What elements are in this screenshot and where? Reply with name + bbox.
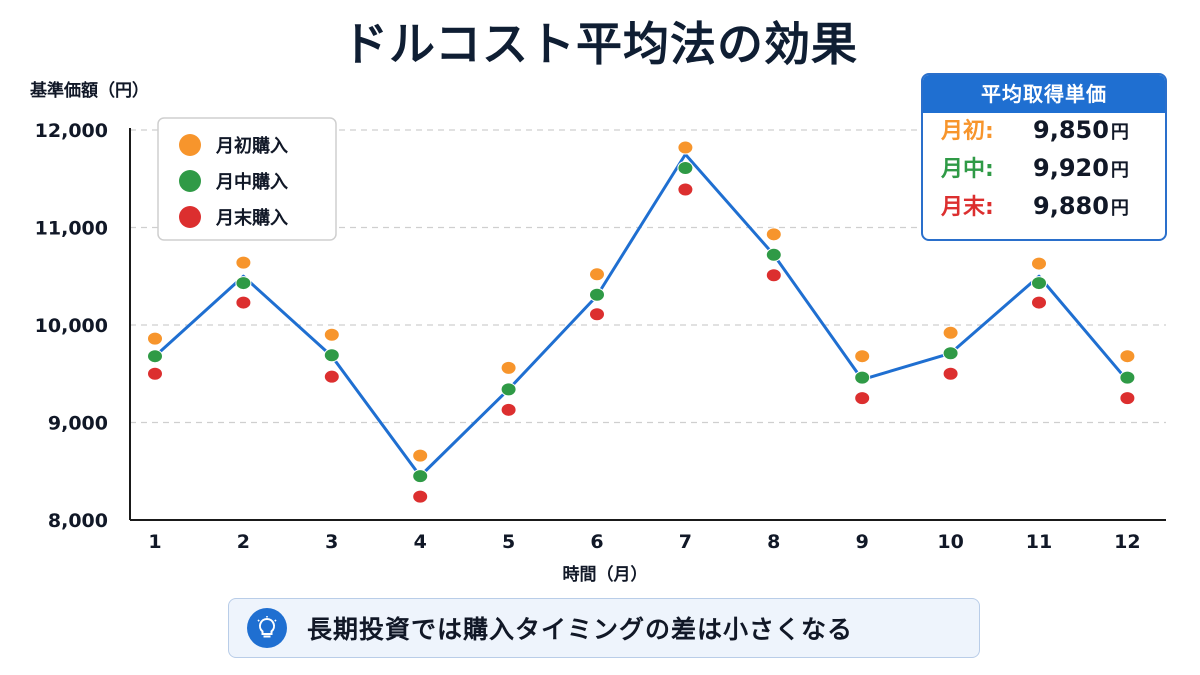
data-point-mid — [589, 287, 605, 302]
x-tick-label: 9 — [856, 531, 869, 553]
x-tick-label: 5 — [502, 531, 515, 553]
average-row-end: 月末: 9,880 円 — [923, 189, 1165, 227]
data-point-mid — [765, 247, 782, 262]
legend-marker — [179, 134, 201, 156]
data-point-start — [589, 267, 605, 282]
average-unit-start: 円 — [1110, 122, 1129, 143]
data-point-end — [942, 366, 959, 381]
data-point-mid — [147, 349, 163, 364]
data-point-end — [765, 268, 782, 283]
data-point-start — [765, 227, 782, 242]
x-tick-label: 3 — [325, 531, 338, 553]
data-point-end — [854, 391, 871, 406]
average-row-mid: 月中: 9,920 円 — [923, 151, 1165, 189]
x-tick-label: 8 — [767, 531, 780, 553]
takeaway-banner: 長期投資では購入タイミングの差は小さくなる — [228, 598, 980, 658]
legend-marker — [179, 206, 201, 228]
chart-title: ドルコスト平均法の効果 — [341, 17, 859, 71]
y-tick-label: 12,000 — [35, 120, 108, 142]
y-tick-label: 11,000 — [35, 218, 108, 240]
data-point-mid — [854, 370, 871, 385]
data-point-end — [235, 295, 252, 310]
data-point-start — [500, 360, 517, 375]
data-point-mid — [942, 346, 959, 361]
data-point-start — [854, 349, 871, 364]
data-point-start — [942, 325, 959, 340]
data-point-end — [589, 307, 605, 322]
data-point-mid — [235, 276, 252, 291]
average-label-start: 月初: — [941, 119, 994, 144]
price-line — [153, 152, 1129, 478]
data-point-end — [500, 402, 517, 417]
x-tick-label: 11 — [1026, 531, 1052, 553]
y-axis-label: 基準価額（円） — [29, 80, 149, 101]
legend-label: 月初購入 — [215, 135, 288, 157]
legend-label: 月中購入 — [215, 171, 288, 193]
data-point-end — [323, 369, 340, 384]
data-point-end — [1119, 391, 1136, 406]
average-cost-title: 平均取得単価 — [923, 75, 1165, 113]
data-point-start — [323, 327, 340, 342]
data-point-start — [147, 331, 163, 346]
data-point-start — [1119, 349, 1136, 364]
average-label-mid: 月中: — [941, 157, 994, 182]
x-tick-label: 10 — [937, 531, 963, 553]
average-label-end: 月末: — [941, 195, 994, 220]
legend-label: 月末購入 — [215, 207, 288, 229]
data-point-end — [677, 182, 694, 197]
x-tick-label: 12 — [1114, 531, 1140, 553]
average-value-end: 9,880 — [1033, 192, 1109, 220]
data-point-end — [147, 366, 163, 381]
average-value-mid: 9,920 — [1033, 154, 1109, 182]
data-point-start — [677, 140, 694, 155]
legend-box — [157, 117, 337, 241]
x-tick-label: 4 — [414, 531, 427, 553]
average-row-start: 月初: 9,850 円 — [923, 113, 1165, 151]
average-cost-panel: 平均取得単価 月初: 9,850 円 月中: 9,920 円 月末: 9,880… — [921, 73, 1167, 241]
data-point-start — [235, 255, 252, 270]
data-point-end — [1031, 295, 1047, 310]
legend-marker — [179, 170, 201, 192]
x-tick-label: 7 — [679, 531, 692, 553]
data-point-mid — [323, 348, 340, 363]
y-tick-label: 10,000 — [35, 315, 108, 337]
data-point-start — [412, 448, 429, 463]
y-tick-label: 9,000 — [48, 413, 108, 435]
x-tick-label: 2 — [237, 531, 250, 553]
average-value-start: 9,850 — [1033, 116, 1109, 144]
average-unit-end: 円 — [1110, 198, 1129, 219]
takeaway-text: 長期投資では購入タイミングの差は小さくなる — [307, 615, 854, 644]
data-point-mid — [1119, 370, 1136, 385]
lightbulb-icon — [247, 608, 287, 648]
data-point-mid — [500, 382, 517, 397]
data-point-mid — [412, 469, 429, 484]
data-point-mid — [1031, 276, 1047, 291]
data-point-start — [1031, 256, 1047, 271]
x-tick-label: 1 — [148, 531, 161, 553]
data-point-end — [412, 489, 429, 504]
data-point-mid — [677, 161, 694, 176]
x-axis-label: 時間（月） — [563, 564, 648, 585]
y-tick-label: 8,000 — [48, 510, 108, 532]
x-tick-label: 6 — [590, 531, 603, 553]
average-unit-mid: 円 — [1110, 160, 1129, 181]
